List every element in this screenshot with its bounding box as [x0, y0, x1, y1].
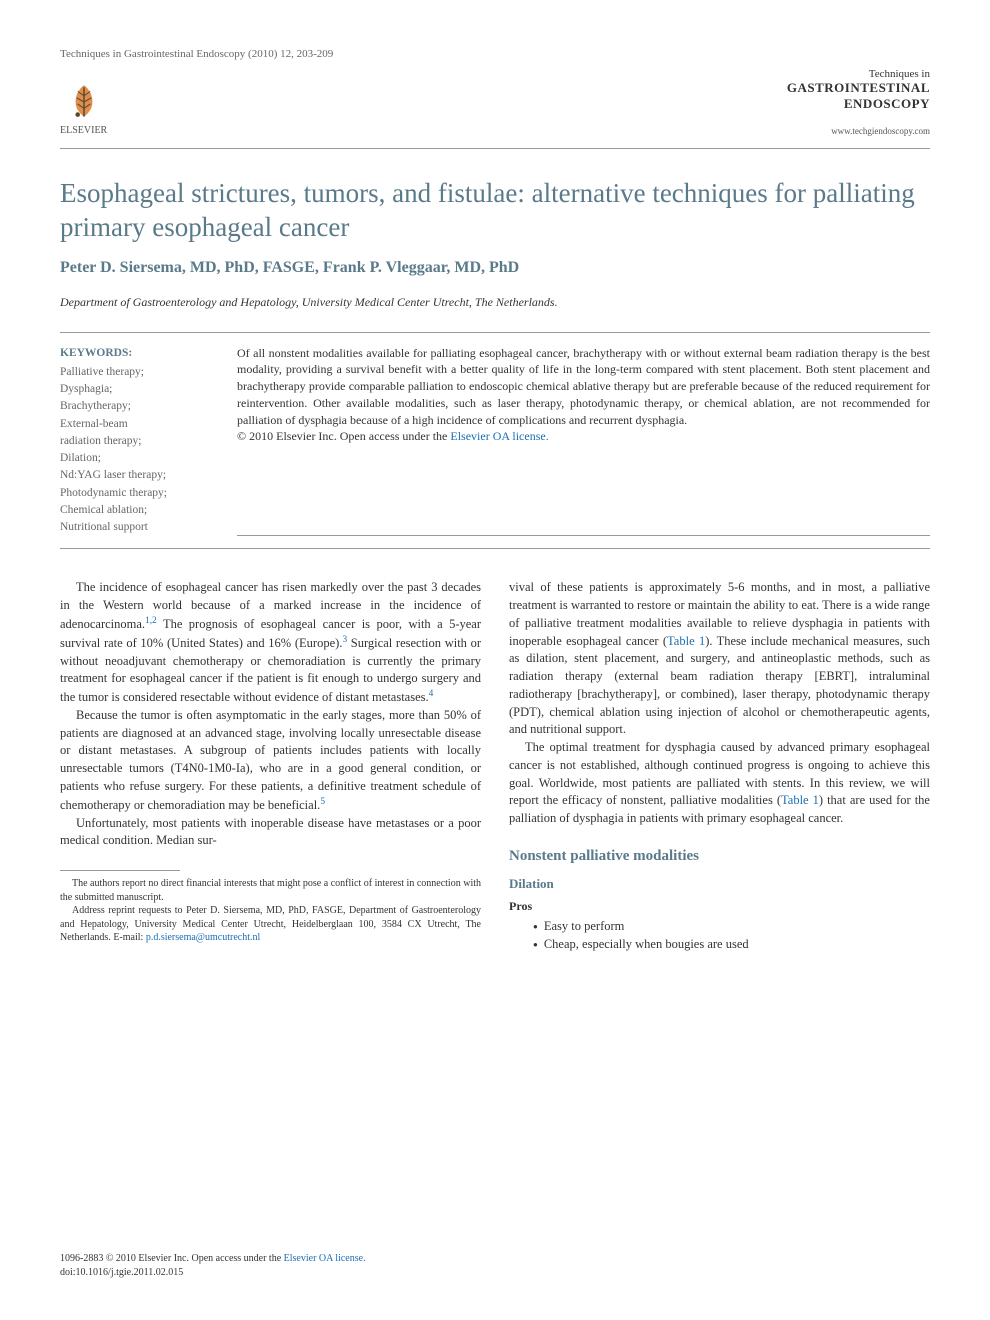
doi: doi:10.1016/j.tgie.2011.02.015 — [60, 1267, 183, 1278]
journal-block: Techniques in GASTROINTESTINAL ENDOSCOPY… — [787, 68, 930, 136]
header-bottom: ELSEVIER Techniques in GASTROINTESTINAL … — [60, 68, 930, 149]
para-text: Because the tumor is often asymptomatic … — [60, 708, 481, 812]
abstract-text: Of all nonstent modalities available for… — [237, 346, 930, 427]
body-paragraph: The incidence of esophageal cancer has r… — [60, 579, 481, 707]
section-heading-1: Nonstent palliative modalities — [509, 846, 930, 867]
body-columns: The incidence of esophageal cancer has r… — [60, 579, 930, 954]
journal-name-line1: Techniques in — [787, 68, 930, 80]
table-ref-link[interactable]: Table 1 — [667, 634, 705, 648]
pros-list: Easy to perform Cheap, especially when b… — [509, 917, 930, 955]
list-item: Easy to perform — [533, 917, 930, 936]
elsevier-tree-icon — [63, 81, 105, 123]
para-text: Unfortunately, most patients with inoper… — [60, 816, 481, 848]
abstract-copyright: © 2010 Elsevier Inc. — [237, 429, 340, 443]
article-title: Esophageal strictures, tumors, and fistu… — [60, 177, 930, 245]
keyword-item: Photodynamic therapy; — [60, 485, 215, 502]
reprint-email-link[interactable]: p.d.siersema@umcutrecht.nl — [146, 932, 260, 943]
keyword-item: Dysphagia; — [60, 381, 215, 398]
footnote-coi: The authors report no direct financial i… — [60, 877, 481, 904]
keyword-item: Nutritional support — [60, 519, 215, 536]
abstract-block: KEYWORDS: Palliative therapy; Dysphagia;… — [60, 332, 930, 550]
para-text: ). These include mechanical measures, su… — [509, 634, 930, 737]
license-link[interactable]: Elsevier OA license. — [450, 429, 548, 443]
body-paragraph: vival of these patients is approximately… — [509, 579, 930, 739]
keyword-item: Brachytherapy; — [60, 398, 215, 415]
keywords-heading: KEYWORDS: — [60, 345, 215, 362]
keyword-item: Palliative therapy; — [60, 364, 215, 381]
keyword-item: Nd:YAG laser therapy; — [60, 467, 215, 484]
section-heading-2: Dilation — [509, 875, 930, 893]
article-affiliation: Department of Gastroenterology and Hepat… — [60, 295, 930, 310]
journal-name-line3: ENDOSCOPY — [787, 96, 930, 112]
journal-name-line2: GASTROINTESTINAL — [787, 80, 930, 96]
journal-url: www.techgiendoscopy.com — [787, 126, 930, 136]
body-column-left: The incidence of esophageal cancer has r… — [60, 579, 481, 954]
keyword-item: radiation therapy; — [60, 433, 215, 450]
running-head: Techniques in Gastrointestinal Endoscopy… — [60, 48, 333, 60]
publisher-logo: ELSEVIER — [60, 81, 107, 136]
citation-ref[interactable]: 1,2 — [145, 616, 157, 626]
license-prefix: Open access under the — [191, 1253, 283, 1264]
citation-ref[interactable]: 4 — [429, 689, 434, 699]
footnote-text: Address reprint requests to Peter D. Sie… — [60, 905, 481, 943]
abstract-column: Of all nonstent modalities available for… — [237, 345, 930, 537]
license-prefix: Open access under the — [340, 429, 451, 443]
keyword-item: External-beam — [60, 416, 215, 433]
footnote-rule — [60, 870, 180, 871]
issn-copyright: 1096-2883 © 2010 Elsevier Inc. — [60, 1253, 191, 1264]
keywords-column: KEYWORDS: Palliative therapy; Dysphagia;… — [60, 345, 215, 537]
table-ref-link[interactable]: Table 1 — [781, 793, 819, 807]
body-paragraph: Because the tumor is often asymptomatic … — [60, 707, 481, 815]
license-link[interactable]: Elsevier OA license. — [284, 1253, 366, 1264]
body-column-right: vival of these patients is approximately… — [509, 579, 930, 954]
keyword-item: Chemical ablation; — [60, 502, 215, 519]
list-item: Cheap, especially when bougies are used — [533, 935, 930, 954]
body-paragraph: Unfortunately, most patients with inoper… — [60, 815, 481, 851]
publisher-name: ELSEVIER — [60, 125, 107, 136]
footnote-reprint: Address reprint requests to Peter D. Sie… — [60, 904, 481, 945]
body-paragraph: The optimal treatment for dysphagia caus… — [509, 739, 930, 828]
keyword-item: Dilation; — [60, 450, 215, 467]
footer-meta: 1096-2883 © 2010 Elsevier Inc. Open acce… — [60, 1252, 366, 1280]
section-heading-3: Pros — [509, 898, 930, 915]
article-authors: Peter D. Siersema, MD, PhD, FASGE, Frank… — [60, 259, 930, 277]
page-header: Techniques in Gastrointestinal Endoscopy… — [60, 48, 930, 60]
citation-ref[interactable]: 5 — [320, 797, 325, 807]
